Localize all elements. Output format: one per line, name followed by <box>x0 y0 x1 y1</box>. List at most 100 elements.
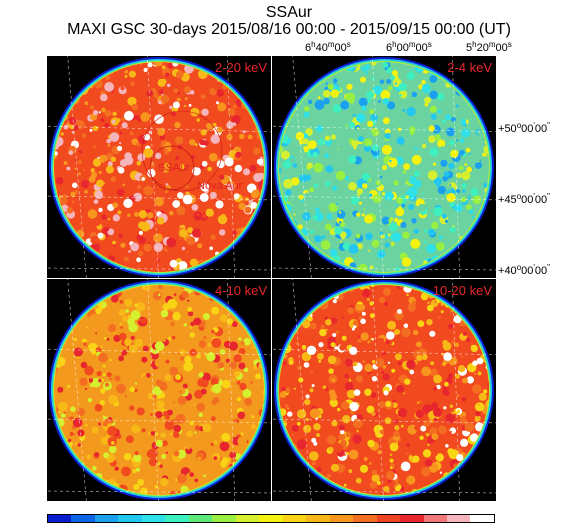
intensity-blob <box>135 467 140 472</box>
color-scale-step <box>48 515 72 522</box>
intensity-blob <box>485 327 489 336</box>
intensity-blob <box>289 98 294 104</box>
intensity-blob <box>317 96 321 99</box>
intensity-blob <box>394 217 399 223</box>
intensity-blob <box>466 204 472 210</box>
intensity-blob <box>54 212 59 221</box>
intensity-blob <box>361 213 365 217</box>
intensity-blob <box>383 287 391 296</box>
intensity-blob <box>219 400 223 403</box>
intensity-blob <box>342 242 351 250</box>
background-region-circle <box>141 110 223 192</box>
intensity-blob <box>177 449 187 459</box>
intensity-blob <box>85 344 88 347</box>
intensity-blob <box>369 462 372 465</box>
intensity-blob <box>456 124 462 130</box>
intensity-blob <box>157 366 160 369</box>
intensity-blob <box>293 213 296 216</box>
intensity-blob <box>412 455 420 463</box>
intensity-blob <box>449 372 453 377</box>
intensity-blob <box>330 317 338 324</box>
intensity-blob <box>409 130 415 136</box>
intensity-blob <box>261 462 264 472</box>
intensity-blob <box>295 341 299 345</box>
intensity-blob <box>421 353 428 361</box>
intensity-blob <box>157 78 166 87</box>
intensity-blob <box>299 174 308 183</box>
intensity-blob <box>156 468 164 476</box>
intensity-blob <box>283 332 287 337</box>
intensity-blob <box>476 226 483 232</box>
intensity-blob <box>447 428 451 431</box>
intensity-blob <box>136 257 141 263</box>
intensity-blob <box>380 89 391 100</box>
intensity-blob <box>88 175 96 183</box>
intensity-blob <box>322 385 327 389</box>
intensity-blob <box>391 70 398 76</box>
intensity-blob <box>431 221 439 229</box>
intensity-blob <box>257 82 264 90</box>
intensity-blob <box>207 129 215 137</box>
intensity-blob <box>176 473 187 484</box>
intensity-blob <box>49 323 52 326</box>
intensity-blob <box>201 396 209 404</box>
intensity-blob <box>381 371 385 375</box>
intensity-blob <box>404 378 411 385</box>
intensity-blob <box>225 141 233 150</box>
intensity-blob <box>124 110 134 121</box>
intensity-blob <box>401 203 406 208</box>
intensity-blob <box>71 313 75 318</box>
intensity-blob <box>133 454 142 463</box>
intensity-blob <box>95 307 102 314</box>
intensity-blob <box>325 165 334 173</box>
intensity-blob <box>160 432 166 439</box>
intensity-blob <box>96 56 101 60</box>
intensity-blob <box>287 411 293 417</box>
intensity-blob <box>60 132 64 136</box>
intensity-blob <box>456 256 463 263</box>
intensity-blob <box>353 325 357 329</box>
color-scale-step <box>470 515 494 522</box>
ra-grid-line <box>451 279 461 501</box>
intensity-blob <box>460 438 469 447</box>
intensity-blob <box>371 360 376 364</box>
intensity-blob <box>448 323 454 329</box>
intensity-blob <box>181 246 186 251</box>
intensity-blob <box>138 236 146 245</box>
intensity-blob <box>279 445 282 450</box>
intensity-blob <box>272 101 275 104</box>
intensity-blob <box>442 339 448 346</box>
intensity-blob <box>234 371 240 377</box>
intensity-blob <box>421 143 427 149</box>
intensity-blob <box>101 214 107 220</box>
intensity-blob <box>385 340 390 345</box>
intensity-blob <box>196 354 201 359</box>
intensity-blob <box>313 397 317 401</box>
intensity-blob <box>250 461 258 469</box>
intensity-blob <box>152 324 161 333</box>
intensity-blob <box>384 128 391 135</box>
intensity-blob <box>112 111 117 116</box>
intensity-blob <box>425 132 430 138</box>
intensity-blob <box>104 382 110 387</box>
intensity-blob <box>332 114 341 122</box>
intensity-blob <box>55 446 62 453</box>
intensity-blob <box>153 222 160 228</box>
intensity-blob <box>283 178 293 189</box>
intensity-blob <box>279 376 285 386</box>
intensity-blob <box>89 56 95 60</box>
intensity-blob <box>141 428 146 433</box>
intensity-blob <box>99 154 108 163</box>
intensity-blob <box>243 314 248 320</box>
intensity-blob <box>342 415 351 424</box>
intensity-blob <box>121 117 126 121</box>
intensity-blob <box>261 489 264 495</box>
intensity-blob <box>92 125 99 132</box>
intensity-blob <box>244 397 253 406</box>
intensity-blob <box>382 192 386 196</box>
intensity-blob <box>238 337 242 341</box>
intensity-blob <box>177 396 187 405</box>
intensity-blob <box>328 202 338 212</box>
intensity-blob <box>157 217 165 225</box>
intensity-blob <box>231 321 238 328</box>
